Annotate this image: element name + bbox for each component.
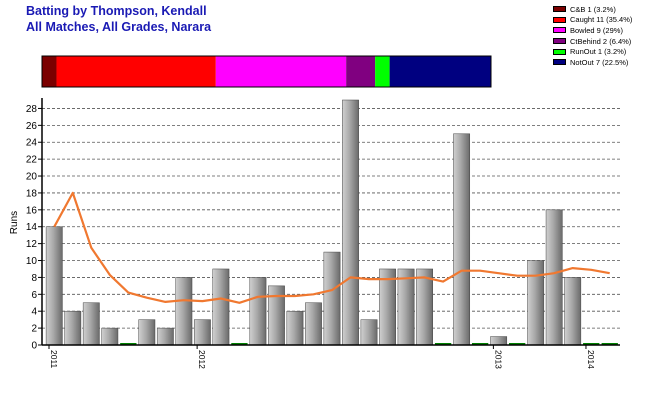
runs-bar [305, 302, 322, 346]
legend-label: Bowled 9 (29%) [570, 25, 623, 35]
y-axis-label: Runs [9, 211, 20, 234]
y-tick-label: 26 [26, 121, 38, 132]
title-line-2: All Matches, All Grades, Narara [26, 20, 212, 34]
dismissal-segment [215, 56, 347, 87]
legend-swatch [553, 48, 566, 55]
runs-bar [397, 268, 415, 346]
zero-score-marker [231, 343, 248, 345]
dismissal-segment [375, 56, 390, 87]
legend-swatch [553, 38, 566, 45]
runs-bar [453, 133, 471, 346]
runs-bar [416, 268, 433, 346]
legend-swatch [553, 27, 566, 34]
dismissal-segment [389, 56, 491, 87]
y-tick-label: 6 [31, 290, 37, 301]
legend-swatch [553, 6, 566, 13]
legend-item: RunOut 1 (3.2%) [553, 46, 632, 57]
dismissal-segment [42, 56, 57, 87]
runs-bar [286, 310, 304, 346]
runs-bar [64, 310, 82, 346]
runs-bar [564, 277, 582, 346]
y-tick-label: 20 [26, 172, 38, 183]
legend-label: Caught 11 (35.4%) [570, 15, 633, 25]
runs-bar [545, 209, 563, 346]
zero-score-marker [434, 343, 452, 345]
legend-swatch [553, 59, 566, 66]
y-tick-label: 10 [26, 256, 38, 267]
y-tick-label: 16 [26, 205, 38, 216]
runs-bar [490, 336, 508, 346]
y-tick-label: 22 [26, 155, 38, 166]
y-tick-label: 0 [31, 341, 37, 352]
legend-label: C&B 1 (3.2%) [570, 4, 616, 14]
y-tick-label: 12 [26, 239, 38, 250]
dismissal-segment [56, 56, 216, 87]
y-tick-label: 2 [31, 324, 37, 335]
zero-score-marker [120, 343, 137, 345]
zero-score-marker [471, 343, 489, 345]
dismissal-strip-border [41, 55, 492, 88]
average-line [53, 191, 610, 304]
runs-bar [527, 260, 545, 346]
runs-bar [193, 319, 211, 346]
chart-title: Batting by Thompson, Kendall All Matches… [26, 3, 211, 35]
legend-item: CtBehind 2 (6.4%) [553, 36, 632, 47]
x-tick-label: 2012 [197, 350, 207, 369]
legend-item: Bowled 9 (29%) [553, 25, 632, 36]
zero-score-marker [509, 343, 526, 345]
legend-item: C&B 1 (3.2%) [553, 4, 632, 15]
runs-bar [45, 226, 63, 346]
zero-score-marker [583, 343, 600, 345]
runs-bar [342, 99, 359, 346]
runs-bar [156, 327, 174, 346]
y-tick-label: 8 [31, 273, 37, 284]
legend-item: Caught 11 (35.4%) [553, 15, 632, 26]
y-tick-label: 24 [26, 138, 38, 149]
legend-item: NotOut 7 (22.5%) [553, 57, 632, 68]
runs-bar [323, 251, 341, 346]
legend-label: NotOut 7 (22.5%) [570, 57, 629, 67]
zero-score-marker [601, 343, 618, 345]
y-tick-label: 14 [26, 222, 38, 233]
runs-bar [175, 277, 193, 346]
legend-label: CtBehind 2 (6.4%) [570, 36, 632, 46]
y-tick-label: 28 [26, 104, 38, 115]
runs-bar [138, 319, 156, 346]
runs-bar [268, 285, 285, 346]
x-tick-label: 2013 [493, 350, 503, 369]
runs-bar [360, 319, 378, 346]
runs-bar [249, 277, 267, 346]
runs-bar [379, 268, 396, 346]
legend-swatch [553, 16, 566, 23]
legend: C&B 1 (3.2%) Caught 11 (35.4%) Bowled 9 (2… [553, 4, 632, 68]
x-tick-label: 2014 [586, 350, 596, 369]
legend-label: RunOut 1 (3.2%) [570, 47, 627, 57]
y-tick-label: 18 [26, 188, 38, 199]
dismissal-segment [346, 56, 376, 87]
x-tick-label: 2011 [49, 350, 59, 369]
runs-bar [101, 327, 119, 346]
runs-bar [212, 268, 230, 346]
runs-bar [82, 302, 100, 346]
y-tick-label: 4 [31, 307, 37, 318]
title-line-1: Batting by Thompson, Kendall [26, 4, 207, 18]
